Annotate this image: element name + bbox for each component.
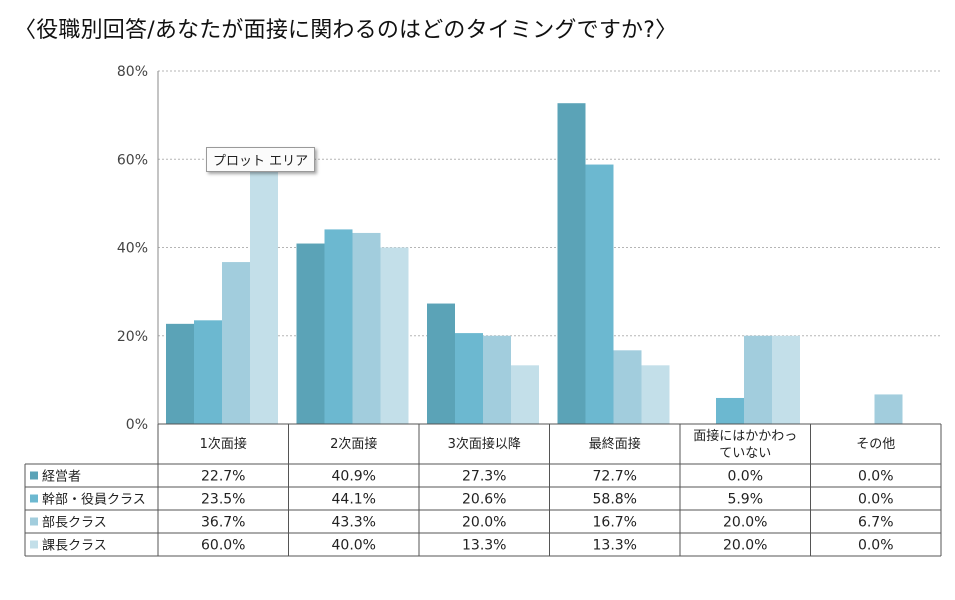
bar [613,350,642,424]
legend-key [30,517,38,526]
data-label: 43.3% [332,515,376,531]
bar [511,365,539,424]
bar [380,247,409,424]
bar [352,232,381,424]
data-label: 40.9% [332,469,376,485]
data-label: 44.1% [332,492,376,508]
bar [250,159,278,424]
y-tick-label: 20% [117,329,148,345]
bar [324,229,353,424]
data-label: 13.3% [593,538,637,554]
category-label: 3次面接以降 [448,436,521,452]
data-label: 20.0% [723,515,767,531]
chart-title: 〈役職別回答/あなたが面接に関わるのはどのタイミングですか?〉 [14,18,678,43]
data-label: 40.0% [332,538,376,554]
data-label: 0.0% [858,469,894,485]
bar [641,365,670,424]
bar [716,397,744,424]
data-label: 0.0% [858,538,894,554]
legend-key [30,540,38,549]
bar [772,335,800,424]
data-label: 6.7% [858,515,894,531]
data-label: 0.0% [727,469,763,485]
y-tick-label: 80% [117,64,148,80]
y-tick-label: 60% [117,152,148,168]
bar [874,394,903,424]
series-label: 課長クラス [42,538,107,554]
bar [222,262,250,424]
data-label: 16.7% [593,515,637,531]
bar [427,303,455,424]
data-label: 0.0% [858,492,894,508]
data-label: 20.0% [462,515,506,531]
bar [455,333,483,424]
bar [194,320,222,424]
data-label: 22.7% [201,469,245,485]
bar [166,323,194,424]
bar [296,243,325,424]
data-label: 27.3% [462,469,506,485]
legend-key [30,471,38,480]
category-label: ていない [719,446,771,461]
bar [557,103,586,425]
data-label: 5.9% [727,492,763,508]
data-label: 13.3% [462,538,506,554]
series-label: 幹部・役員クラス [42,492,146,508]
bar [744,335,772,424]
data-label: 72.7% [593,469,637,485]
category-label: 最終面接 [589,436,641,452]
y-tick-label: 0% [126,417,148,433]
category-label: 2次面接 [330,436,377,452]
data-label: 20.6% [462,492,506,508]
category-label: その他 [856,437,895,452]
category-label: 1次面接 [200,436,247,452]
data-label: 60.0% [201,538,245,554]
series-label: 経営者 [42,470,81,485]
data-label: 20.0% [723,538,767,554]
y-tick-label: 40% [117,241,148,257]
bar [483,335,511,424]
legend-key [30,494,38,503]
category-label: 面接にはかかわっ [693,428,797,444]
data-label: 36.7% [201,515,245,531]
bar [585,164,614,425]
data-label: 23.5% [201,492,245,508]
plot-area-tooltip: プロット エリア [206,147,316,172]
data-label: 58.8% [593,492,637,508]
series-label: 部長クラス [42,516,107,531]
